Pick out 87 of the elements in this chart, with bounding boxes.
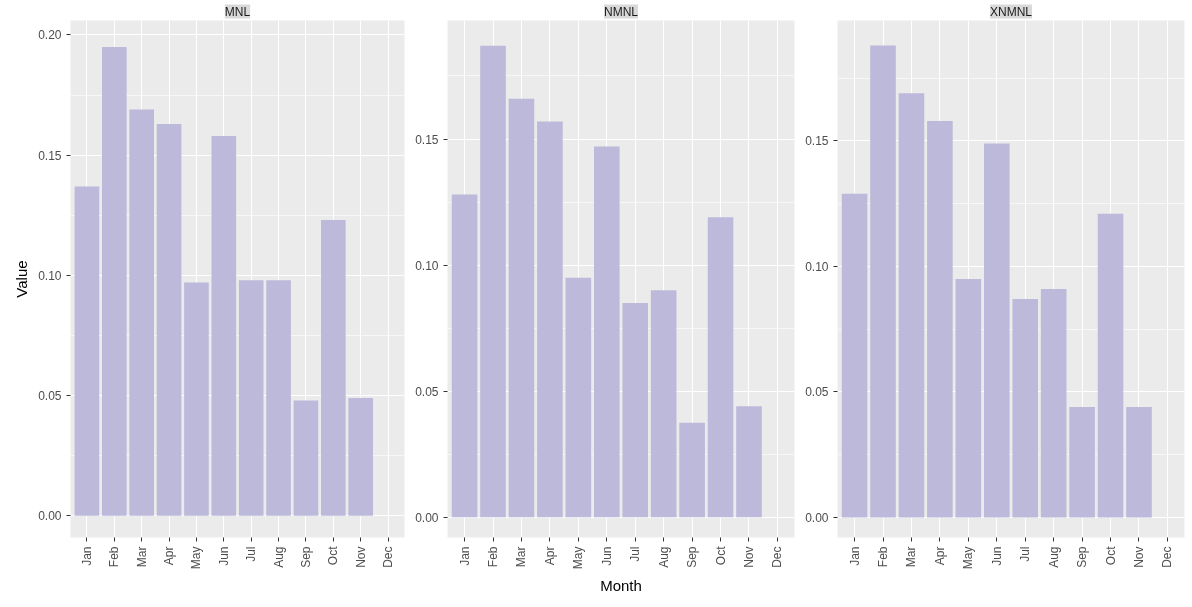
x-tick-label: Dec xyxy=(770,546,785,568)
x-tick-label: Jan xyxy=(79,546,94,566)
y-tick-label: 0.10 xyxy=(415,258,439,273)
bar xyxy=(266,280,291,516)
y-tick-label: 0.05 xyxy=(805,385,829,400)
x-tick-label: Aug xyxy=(1046,546,1061,568)
bar xyxy=(650,290,677,518)
x-tick-label: Apr xyxy=(542,546,557,566)
y-tick-label: 0.05 xyxy=(38,389,62,404)
y-tick-label: 0.00 xyxy=(805,510,829,525)
x-tick-label: Jun xyxy=(599,546,614,566)
bar xyxy=(1097,213,1124,518)
x-tick-label: Feb xyxy=(876,546,891,568)
bar xyxy=(74,186,100,516)
bar xyxy=(707,217,734,518)
x-tick-label: Oct xyxy=(713,545,728,566)
y-tick-label: 0.00 xyxy=(38,509,62,524)
y-tick-label: 0.15 xyxy=(805,134,829,149)
bar xyxy=(841,193,868,518)
bar xyxy=(321,220,346,516)
bar xyxy=(870,45,896,518)
bar xyxy=(983,143,1010,518)
bar xyxy=(955,279,982,518)
x-tick-label: Apr xyxy=(162,546,177,566)
x-tick-label: Dec xyxy=(1160,546,1175,568)
x-tick-label: Feb xyxy=(486,546,501,568)
y-tick-label: 0.10 xyxy=(805,259,829,274)
x-tick-label: Mar xyxy=(904,546,919,568)
bar xyxy=(679,422,705,518)
bar xyxy=(622,302,649,518)
x-axis-title: Month xyxy=(600,577,642,595)
x-tick-label: Nov xyxy=(1131,546,1146,568)
x-tick-label: Jan xyxy=(457,546,472,566)
bar xyxy=(156,123,182,516)
x-tick-label: Apr xyxy=(932,546,947,566)
y-tick-label: 0.15 xyxy=(415,132,439,147)
x-tick-label: Nov xyxy=(741,546,756,568)
bar xyxy=(348,398,374,516)
bar xyxy=(184,282,209,516)
x-tick-label: May xyxy=(961,546,976,570)
x-tick-label: Sep xyxy=(298,546,313,568)
x-tick-label: Jun xyxy=(216,546,231,566)
x-tick-label: Oct xyxy=(326,545,341,566)
bar xyxy=(508,98,535,518)
bar xyxy=(927,120,953,518)
chart-title: NMNL xyxy=(604,4,639,19)
y-tick-label: 0.20 xyxy=(38,28,62,43)
x-tick-label: May xyxy=(189,546,204,570)
bar xyxy=(593,146,620,518)
bar xyxy=(293,400,319,516)
bar xyxy=(898,93,925,518)
bar xyxy=(1069,407,1095,518)
y-axis-title: Value xyxy=(13,260,31,298)
bar xyxy=(736,406,762,518)
x-tick-label: Sep xyxy=(685,546,700,568)
x-tick-label: Nov xyxy=(353,546,368,568)
chart-title: MNL xyxy=(224,4,251,19)
bar xyxy=(238,280,264,516)
y-tick-label: 0.10 xyxy=(38,268,62,283)
x-tick-label: Jul xyxy=(628,546,643,562)
y-tick-label: 0.00 xyxy=(415,510,439,525)
bar xyxy=(565,277,592,518)
x-tick-label: Jul xyxy=(1018,546,1033,562)
x-tick-label: Aug xyxy=(656,546,671,568)
x-tick-label: Aug xyxy=(271,546,286,568)
y-tick-label: 0.05 xyxy=(415,384,439,399)
bar xyxy=(537,121,563,518)
bar xyxy=(211,135,237,516)
bar xyxy=(480,45,506,518)
x-tick-label: Feb xyxy=(107,546,122,568)
bar xyxy=(129,109,154,516)
x-tick-label: Jan xyxy=(847,546,862,566)
chart-title: XNMNL xyxy=(990,4,1033,19)
bar xyxy=(1040,289,1067,518)
x-tick-label: Dec xyxy=(381,546,396,568)
x-tick-label: May xyxy=(571,546,586,570)
bar xyxy=(451,194,478,518)
y-tick-label: 0.15 xyxy=(38,148,62,163)
x-tick-label: Mar xyxy=(514,546,529,568)
bar xyxy=(1012,299,1039,518)
x-tick-label: Sep xyxy=(1075,546,1090,568)
x-tick-label: Jun xyxy=(989,546,1004,566)
bar xyxy=(1126,407,1152,518)
x-tick-label: Oct xyxy=(1103,545,1118,566)
bar xyxy=(101,46,127,516)
x-tick-label: Jul xyxy=(244,546,259,562)
x-tick-label: Mar xyxy=(134,546,149,568)
